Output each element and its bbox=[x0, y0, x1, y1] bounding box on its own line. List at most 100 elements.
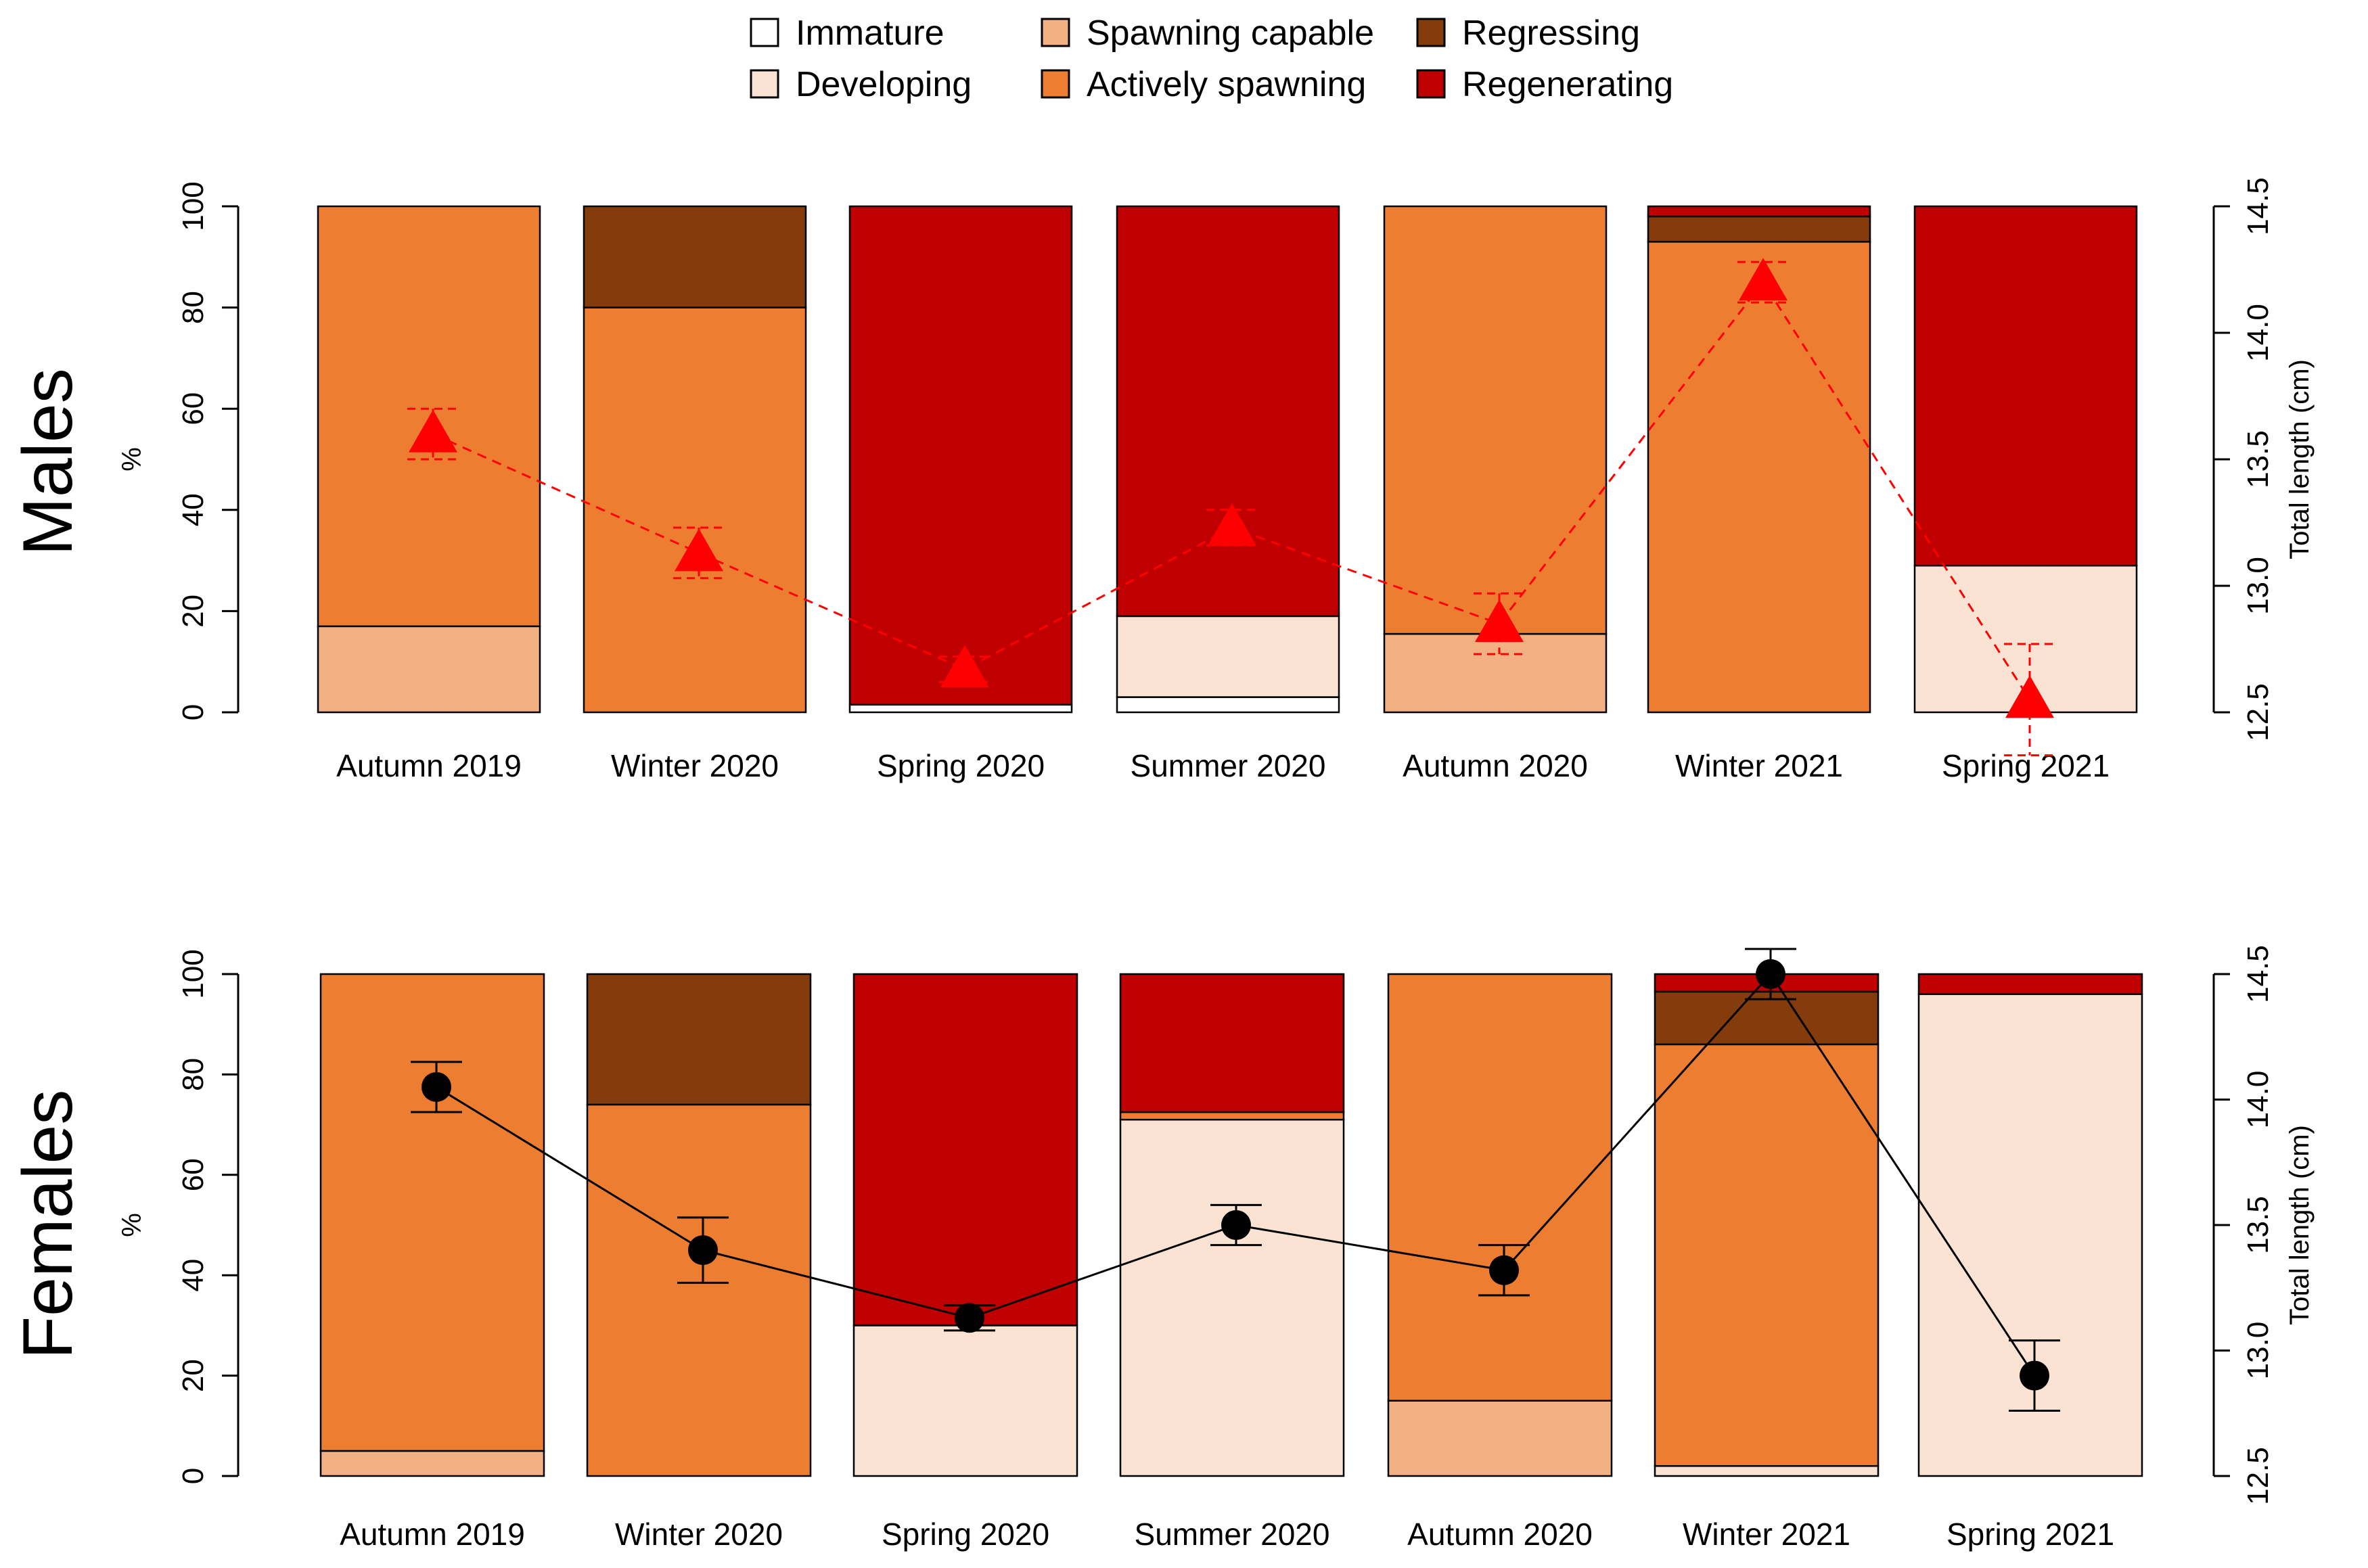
bar-segment-winter-2020-regressing bbox=[586, 973, 812, 1106]
bar-spring-2021 bbox=[1917, 973, 2143, 1477]
bar-segment-autumn-2020-actively-spawning bbox=[1383, 205, 1608, 635]
bar-segment-winter-2021-regenerating bbox=[1647, 205, 1871, 218]
bar-autumn-2019 bbox=[317, 205, 541, 714]
bar-summer-2020 bbox=[1116, 205, 1340, 714]
legend-label-actively-spawning: Actively spawning bbox=[1087, 65, 1366, 104]
category-label-winter-2020: Winter 2020 bbox=[611, 748, 779, 783]
length-point-summer-2020 bbox=[1208, 503, 1256, 546]
y-tick-label-100: 100 bbox=[177, 949, 210, 998]
bar-spring-2021 bbox=[1913, 205, 2138, 714]
legend-label-regenerating: Regenerating bbox=[1462, 65, 1673, 104]
bar-segment-spring-2020-regenerating bbox=[848, 205, 1073, 706]
bar-segment-winter-2021-developing bbox=[1654, 1465, 1880, 1477]
bar-segment-spring-2020-immature bbox=[848, 704, 1073, 714]
y-tick-label-20: 20 bbox=[177, 595, 210, 628]
bar-segment-autumn-2020-spawning-capable bbox=[1383, 632, 1608, 714]
length-point-spring-2021 bbox=[2005, 675, 2054, 718]
bar-summer-2020 bbox=[1119, 973, 1345, 1477]
length-point-winter-2020 bbox=[675, 528, 723, 572]
category-label-autumn-2020: Autumn 2020 bbox=[1403, 748, 1588, 783]
bar-segment-autumn-2020-actively-spawning bbox=[1387, 973, 1613, 1402]
bar-spring-2020 bbox=[848, 205, 1073, 714]
y-tick-label-20: 20 bbox=[177, 1359, 210, 1392]
bar-segment-autumn-2019-spawning-capable bbox=[319, 1450, 545, 1477]
length-point-winter-2020 bbox=[688, 1235, 718, 1266]
bar-spring-2020 bbox=[852, 973, 1078, 1477]
y-tick-label-60: 60 bbox=[177, 1158, 210, 1191]
bar-segment-winter-2020-actively-spawning bbox=[583, 306, 807, 714]
category-label-summer-2020: Summer 2020 bbox=[1135, 1517, 1330, 1552]
bar-segment-spring-2020-developing bbox=[852, 1324, 1078, 1477]
length-point-spring-2020 bbox=[940, 645, 989, 688]
y-axis-label: % bbox=[117, 1213, 147, 1237]
y2-tick-label-14-5: 14.5 bbox=[2241, 177, 2275, 235]
bar-segment-summer-2020-developing bbox=[1116, 615, 1340, 698]
bar-segment-winter-2020-regressing bbox=[583, 205, 807, 308]
y2-tick-label-14-0: 14.0 bbox=[2241, 1071, 2275, 1129]
y2-tick-label-13-5: 13.5 bbox=[2241, 430, 2275, 488]
length-point-winter-2021 bbox=[1739, 258, 1788, 301]
length-point-winter-2021 bbox=[1756, 959, 1785, 989]
legend-label-immature: Immature bbox=[796, 14, 944, 53]
males-panel: Males 0 20 40 60 80 100% 12.5 13.0 13.5 14.0 14.5 To… bbox=[9, 177, 2315, 783]
bar-segment-summer-2020-immature bbox=[1116, 696, 1340, 714]
y2-axis-label: Total length (cm) bbox=[2285, 359, 2315, 559]
category-label-winter-2021: Winter 2021 bbox=[1675, 748, 1843, 783]
legend-label-regressing: Regressing bbox=[1462, 14, 1640, 53]
bar-segment-summer-2020-actively-spawning bbox=[1119, 1111, 1345, 1121]
length-point-autumn-2019 bbox=[409, 409, 457, 453]
bar-segment-winter-2021-regressing bbox=[1647, 215, 1871, 243]
y-tick-label-80: 80 bbox=[177, 291, 210, 324]
panel-label-females: Females bbox=[9, 1090, 87, 1360]
category-label-autumn-2019: Autumn 2019 bbox=[340, 1517, 525, 1552]
legend-swatch-immature bbox=[750, 18, 779, 47]
bar-segment-spring-2021-regenerating bbox=[1917, 973, 2143, 995]
bar-segment-summer-2020-regenerating bbox=[1116, 205, 1340, 618]
legend-swatch-developing bbox=[750, 69, 779, 99]
category-label-autumn-2020: Autumn 2020 bbox=[1407, 1517, 1593, 1552]
bar-winter-2021 bbox=[1654, 973, 1880, 1477]
y-tick-label-0: 0 bbox=[177, 1468, 210, 1484]
category-label-spring-2020: Spring 2020 bbox=[882, 1517, 1049, 1552]
bar-segment-summer-2020-regenerating bbox=[1119, 973, 1345, 1113]
y-tick-label-100: 100 bbox=[177, 181, 210, 231]
bar-winter-2020 bbox=[583, 205, 807, 714]
length-point-autumn-2020 bbox=[1489, 1255, 1519, 1285]
y2-tick-label-14-5: 14.5 bbox=[2241, 945, 2275, 1003]
y2-axis-label: Total length (cm) bbox=[2285, 1125, 2315, 1325]
legend: Immature Developing Spawning capable Active… bbox=[750, 14, 1673, 104]
y-axis-label: % bbox=[117, 447, 147, 471]
legend-swatch-regenerating bbox=[1416, 69, 1446, 99]
length-point-spring-2020 bbox=[955, 1303, 984, 1333]
category-label-summer-2020: Summer 2020 bbox=[1131, 748, 1326, 783]
bar-segment-spring-2021-regenerating bbox=[1913, 205, 2138, 567]
y2-tick-label-13-5: 13.5 bbox=[2241, 1196, 2275, 1254]
length-point-spring-2021 bbox=[2020, 1360, 2049, 1391]
bar-autumn-2020 bbox=[1383, 205, 1608, 714]
legend-swatch-spawning-capable bbox=[1041, 18, 1070, 47]
length-point-autumn-2020 bbox=[1475, 599, 1524, 643]
bar-segment-spring-2021-developing bbox=[1917, 993, 2143, 1477]
y2-tick-label-13-0: 13.0 bbox=[2241, 1322, 2275, 1380]
category-label-winter-2021: Winter 2021 bbox=[1683, 1517, 1850, 1552]
bar-segment-winter-2021-actively-spawning bbox=[1647, 241, 1871, 714]
category-label-autumn-2019: Autumn 2019 bbox=[336, 748, 522, 783]
category-label-spring-2020: Spring 2020 bbox=[877, 748, 1045, 783]
bar-segment-spring-2020-regenerating bbox=[852, 973, 1078, 1327]
bar-autumn-2020 bbox=[1387, 973, 1613, 1477]
y2-tick-label-12-5: 12.5 bbox=[2241, 1447, 2275, 1505]
legend-label-spawning-capable: Spawning capable bbox=[1087, 14, 1374, 53]
category-label-spring-2021: Spring 2021 bbox=[1942, 748, 2110, 783]
y-tick-label-40: 40 bbox=[177, 1259, 210, 1292]
y2-tick-label-14-0: 14.0 bbox=[2241, 304, 2275, 362]
bar-segment-summer-2020-developing bbox=[1119, 1118, 1345, 1477]
bar-winter-2021 bbox=[1647, 205, 1871, 714]
bar-segment-winter-2021-actively-spawning bbox=[1654, 1043, 1880, 1467]
y-tick-label-0: 0 bbox=[177, 704, 210, 720]
bar-segment-autumn-2019-actively-spawning bbox=[317, 205, 541, 628]
y-tick-label-60: 60 bbox=[177, 392, 210, 425]
y-tick-label-80: 80 bbox=[177, 1058, 210, 1091]
length-point-autumn-2019 bbox=[422, 1071, 451, 1102]
y-tick-label-40: 40 bbox=[177, 493, 210, 526]
